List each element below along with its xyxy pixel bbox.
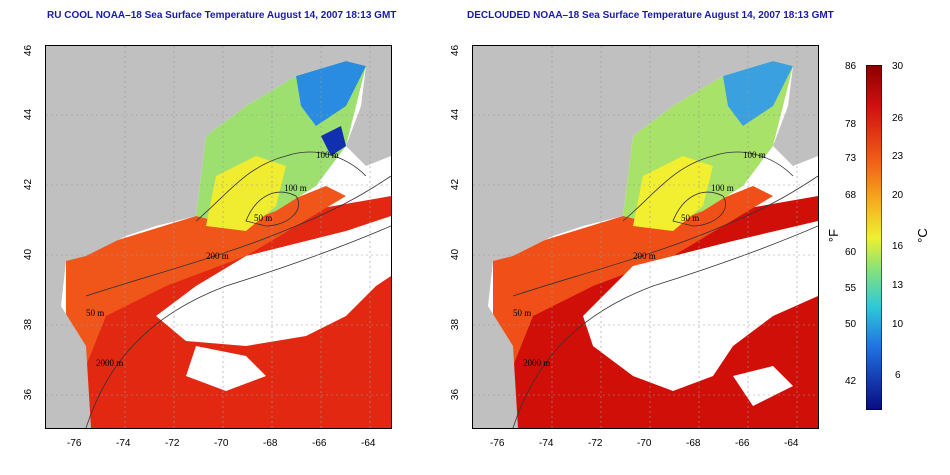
left-yellow-band <box>206 156 286 231</box>
colorbar-c-tick: 16 <box>892 241 904 252</box>
left-lon-tick: -74 <box>116 438 131 449</box>
right-lat-tick: 42 <box>450 178 462 191</box>
right-contour-label-4: 200 m <box>633 251 656 261</box>
left-map-title: RU COOL NOAA–18 Sea Surface Temperature … <box>47 10 397 21</box>
left-shelf-water <box>66 186 346 428</box>
right-contour-2000m <box>512 225 818 428</box>
colorbar-c-tick: 10 <box>892 319 904 330</box>
right-lat-tick: 46 <box>450 44 462 57</box>
fahrenheit-unit-label: °F <box>826 228 842 243</box>
right-map-svg: 100 m 100 m 50 m 200 m 50 m 2000 m <box>473 46 818 428</box>
left-lat-tick: 44 <box>23 108 35 121</box>
right-contour-100m <box>622 151 794 222</box>
right-lon-tick: -66 <box>735 438 750 449</box>
colorbar-f-tick: 55 <box>845 283 857 294</box>
left-contour-label-5: 50 m <box>86 308 104 318</box>
colorbar-c-tick: 13 <box>892 280 904 291</box>
left-cloud-blob <box>186 346 266 391</box>
left-grid <box>46 46 391 428</box>
right-lat-tick: 36 <box>450 388 462 401</box>
colorbar-f-tick: 68 <box>845 190 857 201</box>
left-contour-label-6: 2000 m <box>96 358 123 368</box>
right-contour-200m <box>512 175 818 297</box>
left-contour-200m <box>85 175 391 297</box>
left-cold-patch <box>296 61 366 126</box>
left-lat-tick: 38 <box>23 318 35 331</box>
colorbar-f-tick: 60 <box>845 247 857 258</box>
left-lat-tick: 36 <box>23 388 35 401</box>
left-land-northeast <box>46 46 391 428</box>
left-sst-map: 100 m 100 m 50 m 200 m 50 m 2000 m <box>45 45 392 429</box>
right-contour-label-6: 2000 m <box>523 358 550 368</box>
left-lon-tick: -66 <box>312 438 327 449</box>
left-lat-tick: 46 <box>23 44 35 57</box>
right-lon-tick: -74 <box>539 438 554 449</box>
colorbar-f-tick: 73 <box>845 153 857 164</box>
right-lat-tick: 38 <box>450 318 462 331</box>
left-contour-label-4: 200 m <box>206 251 229 261</box>
left-contour-label-3: 50 m <box>254 213 272 223</box>
left-lon-tick: -68 <box>263 438 278 449</box>
right-contour-50m <box>672 191 726 227</box>
colorbar-c-tick: 26 <box>892 113 904 124</box>
right-yellow-band <box>633 156 713 231</box>
right-lat-tick: 44 <box>450 108 462 121</box>
colorbar-c-tick: 30 <box>892 61 904 72</box>
left-lon-tick: -72 <box>165 438 180 449</box>
left-contour-50m <box>245 191 299 227</box>
right-lon-tick: -70 <box>637 438 652 449</box>
right-lon-tick: -72 <box>588 438 603 449</box>
right-shelf-water <box>493 186 773 428</box>
right-contour-label-1: 100 m <box>743 150 766 160</box>
right-sst-map: 100 m 100 m 50 m 200 m 50 m 2000 m <box>472 45 819 429</box>
right-map-title: DECLOUDED NOAA–18 Sea Surface Temperatur… <box>467 10 834 21</box>
colorbar-c-tick: 20 <box>892 190 904 201</box>
right-lon-tick: -76 <box>490 438 505 449</box>
left-contour-100m <box>195 151 367 222</box>
right-contour-label-5: 50 m <box>513 308 531 318</box>
left-cold-core <box>321 126 346 156</box>
left-lon-tick: -70 <box>214 438 229 449</box>
colorbar-f-tick: 78 <box>845 119 857 130</box>
colorbar-f-tick: 50 <box>845 319 857 330</box>
left-lon-tick: -64 <box>361 438 376 449</box>
left-contour-2000m <box>85 225 391 428</box>
right-land-northeast <box>473 46 818 428</box>
left-cloud-area <box>156 216 391 346</box>
left-lat-tick: 42 <box>23 178 35 191</box>
colorbar-f-tick: 86 <box>845 61 857 72</box>
right-cloud-area <box>583 221 818 391</box>
colorbar-c-tick: 23 <box>892 151 904 162</box>
left-contour-label-1: 100 m <box>316 150 339 160</box>
right-lon-tick: -68 <box>686 438 701 449</box>
right-lon-tick: -64 <box>784 438 799 449</box>
colorbar-f-tick: 42 <box>845 376 857 387</box>
left-lat-tick: 40 <box>23 248 35 261</box>
left-lon-tick: -76 <box>67 438 82 449</box>
colorbar-gradient <box>866 65 882 410</box>
right-grid <box>473 46 818 428</box>
right-contour-label-2: 100 m <box>711 183 734 193</box>
colorbar-c-tick: 6 <box>895 370 901 381</box>
celsius-unit-label: °C <box>914 228 930 243</box>
right-cold-patch <box>723 61 793 126</box>
right-lat-tick: 40 <box>450 248 462 261</box>
left-map-svg: 100 m 100 m 50 m 200 m 50 m 2000 m <box>46 46 391 428</box>
right-contour-label-3: 50 m <box>681 213 699 223</box>
left-contour-label-2: 100 m <box>284 183 307 193</box>
